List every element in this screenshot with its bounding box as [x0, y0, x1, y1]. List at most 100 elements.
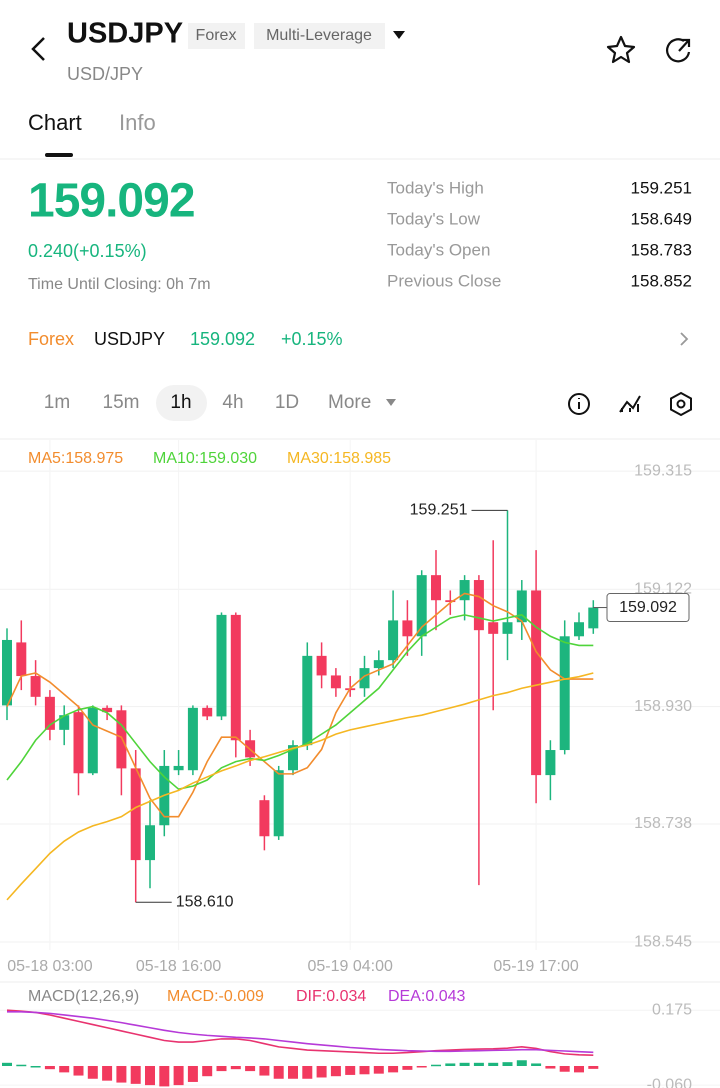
- interval[interactable]: 1D: [275, 392, 299, 413]
- macd-bar: [473, 1062, 484, 1066]
- candle-body: [116, 710, 127, 769]
- macd-bar: [73, 1065, 84, 1076]
- stats: Today's High 159.251 Today's Low 158.649…: [387, 178, 692, 290]
- macd-bar: [488, 1062, 499, 1066]
- x-tick-label: 05-18 03:00: [7, 958, 93, 975]
- info-icon[interactable]: [568, 393, 590, 415]
- candle-body: [202, 707, 213, 717]
- candle-body: [44, 696, 55, 730]
- y-tick-label: 0.175: [652, 1001, 692, 1018]
- share-icon[interactable]: [666, 38, 691, 63]
- legend-entry: MA5:158.975: [28, 450, 123, 467]
- symbol-title: USDJPY: [67, 18, 183, 50]
- candle-body: [502, 622, 513, 634]
- settings-icon-core: [676, 399, 686, 409]
- macd-bar: [431, 1064, 441, 1067]
- indicator-icon[interactable]: [619, 395, 641, 413]
- macd-bar: [288, 1065, 298, 1079]
- x-tick-label: 05-18 16:00: [136, 958, 222, 975]
- candle-body: [288, 745, 298, 771]
- stat-label: Today's High: [387, 178, 484, 197]
- macd-bar: [545, 1065, 556, 1069]
- ticker-price: 159.092: [190, 329, 255, 349]
- macd-bar: [330, 1065, 341, 1077]
- x-tick-label: 05-19 04:00: [307, 958, 393, 975]
- ma-line: [6, 672, 594, 901]
- candlestick-chart: 159.315159.122158.930158.738158.54505-18…: [0, 440, 720, 975]
- macd-bar: [259, 1065, 270, 1076]
- legend-entry: DIF:0.034: [296, 988, 366, 1005]
- interval-more[interactable]: More: [328, 392, 371, 413]
- macd-bar: [59, 1065, 70, 1073]
- stat-label: Today's Low: [387, 209, 481, 228]
- candle-body: [216, 614, 227, 717]
- macd-bar: [16, 1064, 27, 1067]
- interval[interactable]: 4h: [222, 392, 243, 413]
- tab[interactable]: Info: [119, 110, 156, 135]
- macd-bar: [202, 1065, 213, 1077]
- back-button[interactable]: [31, 37, 45, 61]
- candle-body: [359, 668, 370, 689]
- candle-body: [373, 660, 384, 669]
- ticker-change: +0.15%: [281, 329, 343, 349]
- favorite-icon[interactable]: [606, 35, 636, 64]
- macd-bar: [302, 1065, 313, 1079]
- macd-bar: [187, 1065, 198, 1082]
- macd-title: MACD(12,26,9): [28, 988, 139, 1005]
- macd-bar: [574, 1065, 584, 1073]
- stat-label: Today's Open: [387, 240, 490, 259]
- settings-icon[interactable]: [670, 391, 692, 417]
- ma-line: [6, 592, 594, 818]
- candle-body: [145, 825, 155, 861]
- tab-active[interactable]: Chart: [28, 110, 82, 135]
- stat-value: 158.783: [631, 240, 692, 259]
- interval[interactable]: 15m: [103, 392, 140, 413]
- ticker-strip[interactable]: Forex USDJPY 159.092 +0.15%: [28, 329, 689, 349]
- candle-body: [459, 580, 470, 601]
- legend-entry: MA10:159.030: [153, 450, 257, 467]
- macd-bar: [159, 1065, 170, 1087]
- macd-bar: [316, 1065, 327, 1078]
- macd-bar: [130, 1065, 141, 1084]
- candle-body: [588, 607, 599, 629]
- interval-active[interactable]: 1h: [170, 392, 191, 413]
- macd-bar: [531, 1063, 542, 1066]
- macd-bar: [44, 1065, 55, 1070]
- candle-body: [187, 707, 198, 771]
- stat-label: Previous Close: [387, 271, 501, 290]
- candle-body: [16, 642, 27, 677]
- candle-body: [173, 765, 184, 771]
- macd-bar: [345, 1065, 356, 1075]
- legend-entry: DEA:0.043: [388, 988, 465, 1005]
- candle-body: [488, 622, 499, 634]
- dropdown-arrow[interactable]: [393, 31, 405, 39]
- candle-body: [273, 770, 284, 837]
- interval[interactable]: 1m: [44, 392, 70, 413]
- tag-bg: [188, 23, 245, 49]
- y-tick-label: 159.315: [634, 462, 692, 479]
- macd-bar: [273, 1065, 284, 1079]
- candle-body: [330, 675, 341, 689]
- interval-pill: [156, 385, 207, 421]
- candle-body: [416, 575, 427, 637]
- macd-bar: [2, 1062, 12, 1066]
- y-tick-label: -0.060: [647, 1076, 692, 1088]
- candle-body: [73, 712, 84, 774]
- macd-bar: [102, 1065, 113, 1081]
- candle-body: [473, 580, 484, 631]
- low-label: 158.610: [176, 894, 234, 911]
- stat-value: 158.852: [631, 271, 692, 290]
- macd-bar: [373, 1065, 384, 1074]
- y-tick-label: 158.545: [634, 933, 692, 950]
- macd-bar: [173, 1065, 184, 1086]
- macd-bar: [559, 1065, 570, 1072]
- candle-body: [445, 600, 456, 603]
- more-arrow: [386, 399, 396, 406]
- tag: Multi-Leverage: [266, 27, 372, 44]
- macd-line: [7, 1010, 594, 1054]
- closing-time: Time Until Closing: 0h 7m: [28, 276, 211, 293]
- stat-value: 158.649: [631, 209, 692, 228]
- macd-bar: [230, 1065, 241, 1070]
